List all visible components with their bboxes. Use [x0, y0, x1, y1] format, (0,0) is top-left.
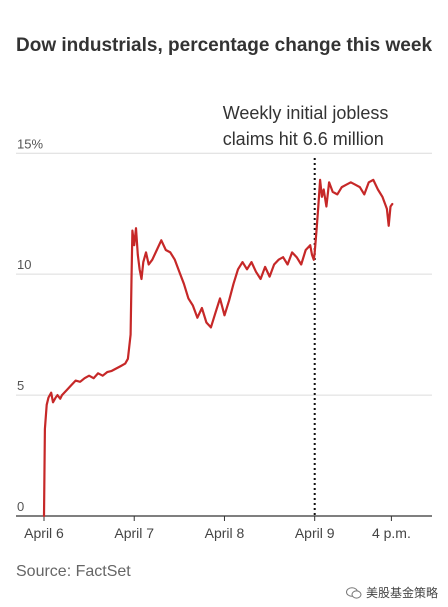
source-note: Source: FactSet: [16, 563, 131, 580]
annotation-text-line-0: Weekly initial jobless: [223, 103, 389, 123]
grid-layer: [16, 152, 432, 396]
axis-layer: 0 5 10 15% April 6 April 7 April 8 April 9 4 p.m…: [16, 136, 432, 541]
watermark-text: 美股基金策略: [365, 586, 438, 600]
y-tick-label-2: 10: [17, 257, 31, 272]
x-tick-label-0: April 6: [24, 525, 64, 541]
annotation-layer: Weekly initial jobless claims hit 6.6 mil…: [223, 103, 389, 516]
y-tick-label-0: 0: [17, 499, 24, 514]
y-tick-label-3: 15%: [17, 136, 43, 151]
watermark: 美股基金策略: [345, 584, 438, 601]
series-line-0: [42, 178, 394, 518]
x-tick-label-3: April 9: [295, 525, 335, 541]
y-tick-label-1: 5: [17, 378, 24, 393]
chart-title: Dow industrials, percentage change this …: [16, 35, 433, 56]
x-tick-label-1: April 7: [114, 525, 154, 541]
x-tick-label-4: 4 p.m.: [372, 525, 411, 541]
wechat-icon: [345, 586, 362, 599]
series-layer: [42, 178, 394, 518]
annotation-text-line-1: claims hit 6.6 million: [223, 129, 384, 149]
x-tick-label-2: April 8: [205, 525, 245, 541]
